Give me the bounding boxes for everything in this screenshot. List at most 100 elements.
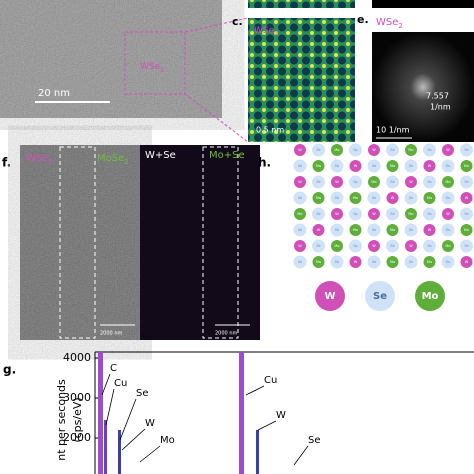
atom [331, 240, 343, 252]
legend-label: Mo [422, 291, 439, 302]
atom-label: Se [409, 164, 413, 168]
atom-label: Mo [390, 260, 395, 264]
atom-label: Se [390, 212, 394, 216]
atom [294, 144, 306, 156]
atom [441, 159, 455, 173]
peak [104, 420, 107, 474]
atom-label: Se [409, 228, 413, 232]
atom [441, 255, 455, 269]
atom [349, 192, 362, 204]
annotation: W [145, 418, 155, 429]
panel-letter: c. [232, 15, 243, 28]
atom-label: W [428, 228, 432, 232]
atom [404, 191, 418, 205]
panel-label: WSe2 [376, 17, 403, 30]
atom [423, 143, 436, 157]
atom [404, 159, 418, 173]
atom [293, 223, 307, 237]
atom [386, 239, 399, 253]
scale-label: 20 nm [38, 88, 70, 99]
atom-label: Mo [390, 228, 395, 232]
atom [312, 175, 325, 189]
atom-label: Se [372, 196, 376, 200]
atom [404, 255, 418, 269]
atom [386, 160, 399, 172]
panel-letter: h. [258, 156, 271, 170]
atom [442, 144, 454, 156]
spacing: 7.557 [426, 92, 449, 101]
atom-label: Se [335, 196, 339, 200]
label-text: W+Se [145, 150, 176, 161]
atom-label: Mo [353, 228, 358, 232]
atom-label: Se [353, 212, 357, 216]
peak [98, 352, 103, 474]
atom [460, 192, 473, 204]
atom [368, 208, 380, 220]
atom-label: Se [427, 212, 431, 216]
atom-label: Se [353, 244, 357, 248]
atom [442, 176, 454, 188]
atom-label: W [372, 148, 376, 152]
atom [367, 159, 381, 173]
atom-label: Mo [353, 196, 358, 200]
atom [460, 256, 473, 268]
panel-label: WSe2 [254, 26, 278, 38]
pointer [139, 445, 161, 463]
subscript: 2 [274, 31, 278, 38]
subscript: 2 [124, 158, 128, 166]
atom [404, 223, 418, 237]
atom-label: Se [316, 148, 320, 152]
atom [405, 208, 417, 220]
atom [441, 223, 455, 237]
atom [349, 256, 362, 268]
zoom-line [184, 17, 249, 33]
atom-label: Se [446, 228, 450, 232]
atom-label: Se [390, 244, 394, 248]
atom [312, 143, 325, 157]
atom [330, 159, 344, 173]
atom-label: W [354, 164, 358, 168]
atom [386, 224, 399, 236]
atom [442, 208, 454, 220]
atom-label: Se [464, 212, 468, 216]
atom [423, 256, 436, 268]
atom [460, 175, 473, 189]
atom [349, 239, 362, 253]
scale-label: 10 1/nm [376, 126, 410, 135]
atom [293, 191, 307, 205]
legend: W Se Mo [315, 281, 445, 311]
atom-label: Mo [334, 244, 339, 248]
atom-label: Se [427, 244, 431, 248]
atom [386, 175, 399, 189]
spacing-unit: 1/nm [430, 103, 451, 112]
atom [294, 208, 306, 220]
tem-noise [0, 0, 222, 118]
label-text: WSe [376, 17, 398, 28]
peak [118, 430, 121, 474]
atom-label: Se [464, 244, 468, 248]
annotation: C [110, 363, 117, 374]
atom-label: Se [353, 148, 357, 152]
atom [441, 191, 455, 205]
atom [349, 160, 362, 172]
lattice: W Se Mo Se W Se Mo Se W Se Se Mo Se W Se Mo Se W Se Mo W Se W S… [293, 143, 473, 269]
legend-atom [365, 281, 395, 311]
legend-label: W [324, 291, 335, 302]
atom [331, 176, 343, 188]
atom [405, 144, 417, 156]
atom-label: Se [372, 228, 376, 232]
atom-label: W [335, 180, 339, 184]
atom-label: Mo [316, 196, 321, 200]
atom-label: Mo [445, 180, 450, 184]
annotation: W [276, 410, 286, 421]
atom [386, 143, 399, 157]
atom [330, 191, 344, 205]
atom-label: W [465, 196, 469, 200]
pointer [101, 373, 111, 396]
atom-label: Mo [408, 148, 413, 152]
eds-map [140, 145, 260, 340]
atom-label: Se [372, 260, 376, 264]
atom [312, 256, 325, 268]
atom [312, 207, 325, 221]
subscript: 2 [398, 22, 402, 30]
